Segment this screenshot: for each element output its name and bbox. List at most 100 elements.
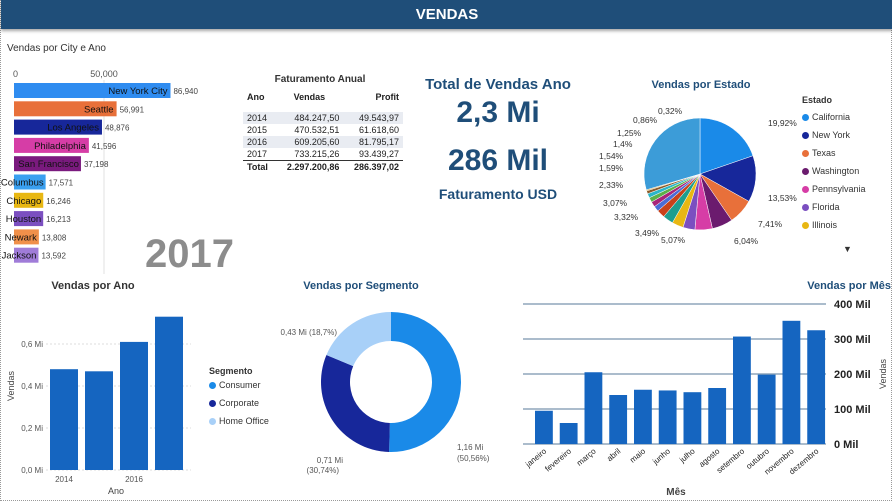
bar [14, 229, 39, 245]
pie-slice-label: 5,07% [661, 235, 686, 245]
y-tick-label: 0,6 Mi [21, 340, 43, 349]
legend-item[interactable]: Texas [802, 144, 866, 162]
legend-marker [802, 185, 809, 193]
table-cell: Total [243, 160, 276, 173]
x-tick-label: 2014 [55, 475, 73, 484]
bar-value-label: 56,991 [120, 105, 145, 114]
legend-item[interactable]: California [802, 108, 866, 126]
x-tick-label: 2016 [125, 475, 143, 484]
donut-slice-label: 1,16 Mi [457, 443, 483, 452]
bar-value-label: 41,596 [92, 142, 117, 151]
x-axis-label: Ano [108, 486, 124, 496]
x-tick-label: março [575, 446, 598, 468]
y-tick-label: 0,4 Mi [21, 382, 43, 391]
legend-label: Consumer [219, 380, 261, 390]
table-cell: 2016 [243, 136, 276, 148]
x-tick-label: setembro [715, 446, 747, 475]
bar [14, 247, 39, 263]
bar [634, 389, 652, 444]
table-cell: 61.618,60 [358, 125, 399, 135]
x-tick-label: junho [650, 446, 672, 466]
legend-label: Corporate [219, 398, 260, 408]
pie-slice-label: 3,49% [635, 228, 660, 238]
pie-slice-label: 0,86% [633, 115, 658, 125]
bar [658, 390, 677, 444]
bar-category-label: Houston [6, 214, 41, 225]
pie-slice-label: 3,07% [603, 198, 628, 208]
state-pie-chart[interactable]: 19,92% 13,53% 7,41% 6,04% 5,07%3,49% 3,32% 3,0… [593, 96, 799, 246]
segment-legend-title: Segmento [209, 366, 253, 376]
pie-slice-label: 0,32% [658, 106, 683, 116]
page-title: VENDAS [1, 0, 892, 29]
bar-category-label: San Francisco [18, 159, 79, 170]
legend-item[interactable]: New York [802, 126, 866, 144]
bar-value-label: 86,940 [173, 87, 198, 96]
segment-chart-title: Vendas por Segmento [303, 280, 419, 292]
donut-slice [321, 354, 390, 452]
bar [120, 341, 148, 470]
kpi-subtitle: Faturamento USD [438, 186, 558, 202]
bar [584, 372, 603, 444]
table-cell: 484.247,50 [275, 112, 344, 124]
y-tick-label: 0,0 Mi [21, 466, 43, 475]
axis-tick-label: 50,000 [90, 69, 118, 79]
legend-marker [209, 399, 216, 407]
bar [708, 388, 727, 444]
segment-donut-chart[interactable]: 1,16 Mi (50,56%) 0,71 Mi(30,74%) 0,43 Mi (1… [273, 298, 509, 480]
legend-label: Florida [812, 202, 840, 212]
legend-item[interactable]: Home Office [209, 412, 269, 430]
pie-slice-label: 1,54% [599, 151, 624, 161]
donut-slice [326, 312, 391, 367]
bar-value-label: 13,592 [41, 252, 66, 261]
legend-item[interactable]: Pennsylvania [802, 180, 866, 198]
pie-slice-label: 3,32% [614, 212, 639, 222]
legend-marker [209, 381, 216, 389]
year-filter-label: 2017 [145, 232, 234, 276]
kpi-title: Total de Vendas Ano [425, 76, 571, 93]
legend-marker [802, 113, 809, 121]
city-bar-chart[interactable]: 0 50,000 New York City 86,940 Seattle 56,991 L… [1, 64, 229, 274]
bar-category-label: Newark [5, 232, 37, 243]
bar-category-label: Los Angeles [47, 123, 99, 134]
bar [50, 369, 78, 470]
legend-item[interactable]: Washington [802, 162, 866, 180]
table-header: Profit [375, 92, 400, 102]
table-cell: 81.795,17 [343, 136, 403, 148]
bar-value-label: 16,213 [46, 215, 71, 224]
table-row: 2016 609.205,60 81.795,17 [243, 136, 403, 148]
table-cell: 2014 [243, 112, 276, 124]
table-row: 2014 484.247,50 49.543,97 [243, 112, 403, 124]
legend-item[interactable]: Consumer [209, 376, 269, 394]
legend-item[interactable]: Illinois [802, 216, 866, 234]
pie-slice-label: 2,33% [599, 180, 624, 190]
donut-slice-label: (30,74%) [307, 466, 340, 475]
bar-category-label: Philadelphia [34, 141, 86, 152]
bar [609, 395, 628, 444]
table-header: Ano [247, 92, 265, 102]
legend-marker [209, 417, 216, 425]
legend-marker [802, 149, 809, 157]
x-tick-label: maio [628, 446, 647, 464]
legend-label: Washington [812, 166, 860, 176]
donut-slice-label: 0,43 Mi (18,7%) [281, 328, 338, 337]
y-tick-label: 100 Mil [834, 404, 871, 416]
year-chart-title: Vendas por Ano [51, 280, 135, 292]
pie-slice-label: 1,59% [599, 163, 624, 173]
legend-scroll-down-icon[interactable]: ▼ [843, 244, 852, 254]
y-tick-label: 0,2 Mi [21, 424, 43, 433]
legend-item[interactable]: Corporate [209, 394, 269, 412]
legend-label: California [812, 112, 851, 122]
state-legend: California New York Texas Washington Pennsyl… [802, 108, 866, 234]
bar [807, 330, 826, 444]
table-cell: 2015 [247, 125, 268, 135]
bar [85, 371, 113, 470]
legend-item[interactable]: Florida [802, 198, 866, 216]
legend-label: Texas [812, 148, 836, 158]
y-tick-label: 200 Mil [834, 369, 871, 381]
bar-category-label: Chicago [6, 196, 41, 207]
bar-category-label: New York City [108, 86, 167, 97]
axis-tick-label: 0 [13, 69, 18, 79]
